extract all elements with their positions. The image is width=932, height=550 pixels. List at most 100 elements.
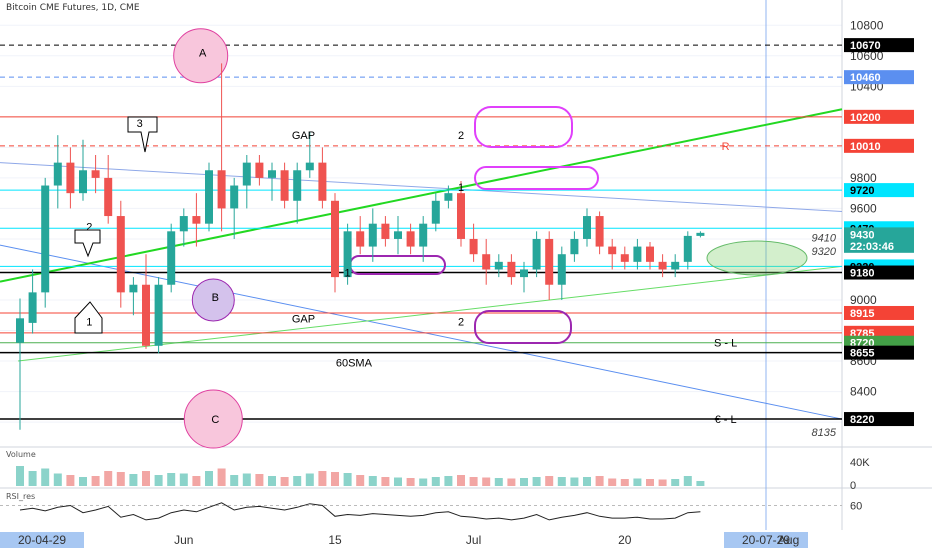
volume-bar <box>79 477 87 486</box>
candle-body <box>583 216 591 239</box>
candle-body <box>217 170 226 209</box>
volume-bar <box>28 471 37 486</box>
candle-body <box>646 246 654 262</box>
volume-bar <box>305 473 314 486</box>
chart-title: Bitcoin CME Futures, 1D, CME <box>6 3 140 13</box>
candle-body <box>343 231 352 278</box>
volume-bar <box>620 479 629 486</box>
candle-body <box>116 216 125 293</box>
candle-body <box>570 238 579 255</box>
candle-body <box>255 162 264 178</box>
annotation-label: 2 <box>458 130 464 142</box>
trend-line <box>0 108 843 283</box>
candle-body <box>356 231 365 247</box>
candle-body <box>507 261 516 278</box>
volume-bar <box>696 481 705 486</box>
annotation-label: 2 <box>86 222 92 234</box>
volume-bar <box>154 475 163 486</box>
italic-price-label: 8135 <box>812 427 837 439</box>
volume-bar <box>381 477 390 486</box>
candle-body <box>368 223 377 247</box>
volume-bar <box>482 477 491 486</box>
y-tick-label: 8400 <box>850 385 877 399</box>
level-badge: 10670 <box>850 40 881 52</box>
level-badge: 9180 <box>850 268 874 280</box>
y-tick-label: 10600 <box>850 49 884 63</box>
volume-bar <box>280 477 289 486</box>
candle-body <box>318 162 327 201</box>
x-tick-label: 15 <box>328 533 342 547</box>
annotation-label: S - L <box>714 338 737 350</box>
volume-bar <box>142 471 150 486</box>
volume-bar <box>356 475 365 486</box>
candle-body <box>419 223 428 247</box>
candle-body <box>595 216 604 247</box>
volume-bar <box>469 477 478 486</box>
volume-bar <box>53 473 62 486</box>
candle-body <box>205 170 213 224</box>
candle-body <box>230 185 239 209</box>
volume-bar <box>293 476 302 486</box>
candle-body <box>66 162 75 194</box>
x-tick-label: Jul <box>466 533 481 547</box>
level-badge: 8220 <box>850 414 874 426</box>
callout-shape <box>74 301 103 334</box>
volume-bar <box>91 476 100 486</box>
candle-body <box>696 232 705 236</box>
annotation-circle <box>191 278 235 322</box>
level-badge-bg <box>844 265 914 280</box>
volume-bar <box>230 475 239 486</box>
annotation-label: C <box>211 414 219 426</box>
candle-body <box>457 193 465 239</box>
candle-body <box>104 177 113 217</box>
level-badge-bg <box>844 109 914 124</box>
volume-bar <box>41 468 50 486</box>
annotation-circle <box>173 28 229 84</box>
volume-bar <box>331 472 339 486</box>
x-tick-label: Aug <box>778 533 799 547</box>
volume-bar <box>646 479 654 486</box>
volume-bar <box>595 476 604 486</box>
trend-line <box>0 162 843 212</box>
candle-body <box>557 254 566 285</box>
price-badge: 22:03:46 <box>850 241 894 253</box>
volume-bar <box>104 471 113 486</box>
annotation-label: € - L <box>715 414 737 426</box>
volume-bar <box>608 478 617 486</box>
candle-body <box>154 284 163 346</box>
level-badge: 10010 <box>850 141 881 153</box>
candle-body <box>482 254 491 270</box>
level-badge-bg <box>844 305 914 320</box>
volume-bar <box>343 473 352 486</box>
y-tick-label: 9600 <box>850 201 877 215</box>
callout-shape <box>74 229 101 258</box>
x-label-bg <box>0 532 84 548</box>
candle-body <box>167 231 176 285</box>
candle-body <box>394 231 402 239</box>
level-badge: 8915 <box>850 308 874 320</box>
rsi-line <box>19 502 701 521</box>
volume-bar <box>167 473 176 486</box>
volume-bar <box>217 468 226 486</box>
level-badge: 10200 <box>850 112 881 124</box>
annotation-circle <box>183 389 243 449</box>
volume-bar <box>242 473 251 486</box>
volume-bar <box>66 475 75 486</box>
callout-shape <box>127 116 158 153</box>
volume-bar <box>658 479 667 486</box>
level-badge-bg <box>844 70 914 85</box>
volume-bar <box>406 478 415 486</box>
candle-body <box>28 292 37 323</box>
candle-body <box>381 223 390 239</box>
volume-tick-label: 0 <box>850 480 856 492</box>
annotation-label: 1 <box>86 316 92 328</box>
candle-body <box>683 235 692 262</box>
candle-body <box>129 284 138 293</box>
italic-price-label: 9410 <box>812 232 837 244</box>
annotation-label: 60SMA <box>336 358 373 370</box>
candle-body <box>520 269 528 278</box>
annotation-box <box>474 166 599 190</box>
candle-body <box>91 170 100 178</box>
